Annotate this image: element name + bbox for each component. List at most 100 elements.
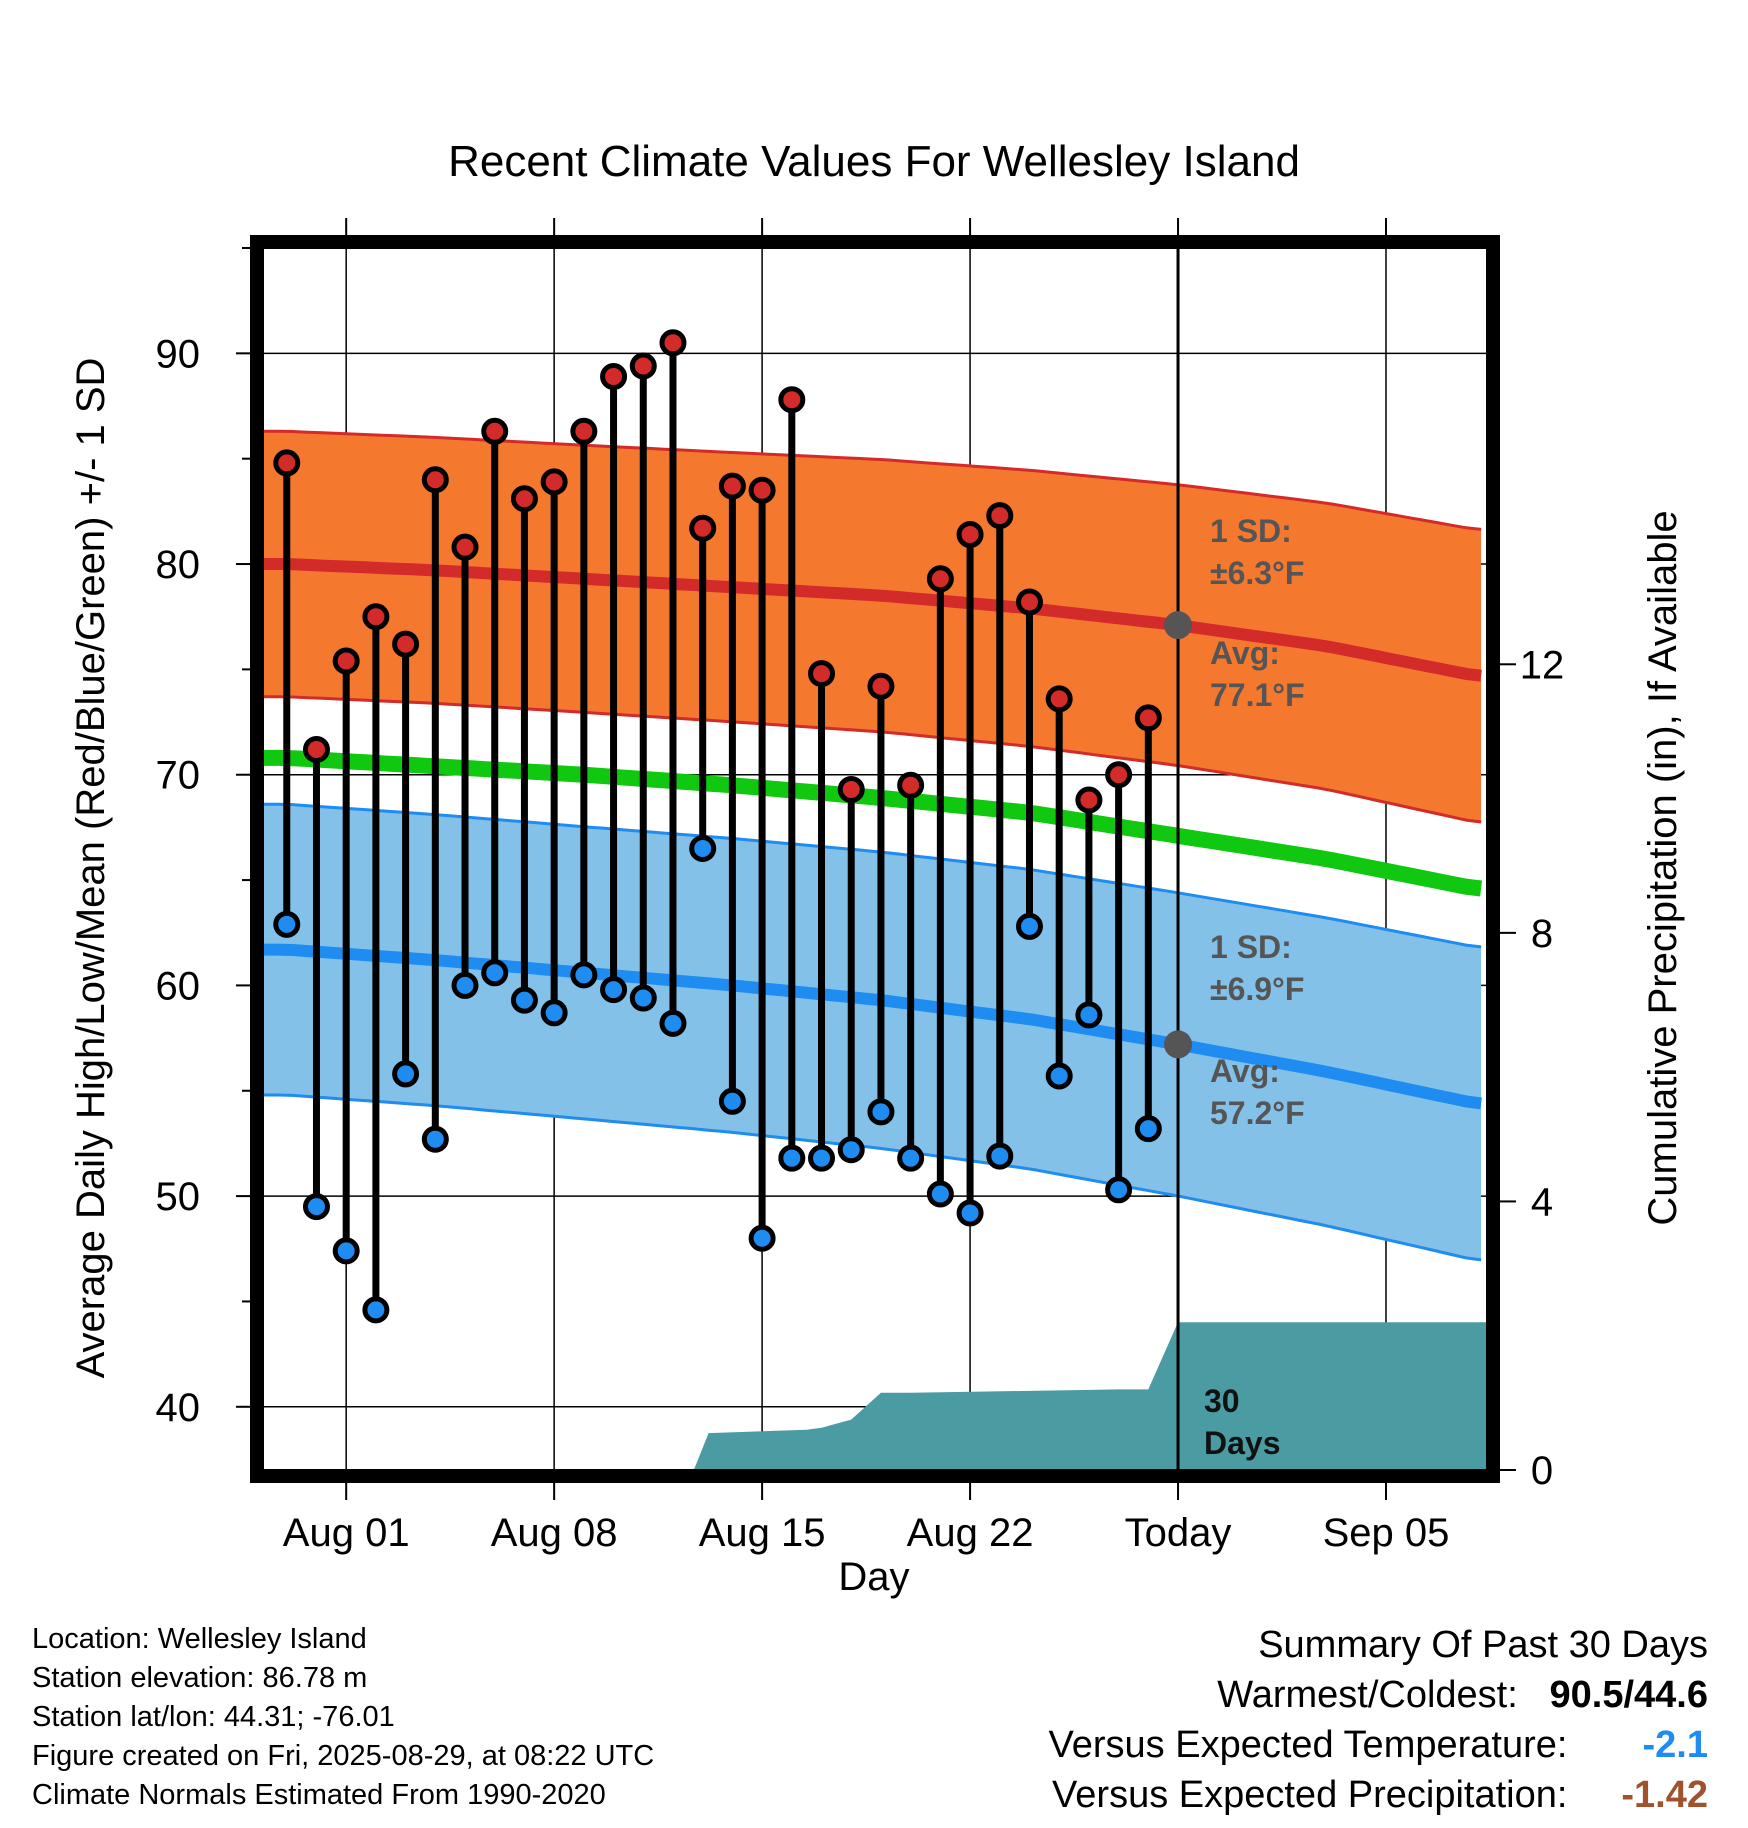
observed-low-point [1015, 912, 1043, 940]
y-tick-label: 80 [156, 543, 201, 587]
observed-temperatures [273, 329, 1162, 1324]
observed-low-point [421, 1125, 449, 1153]
observed-low-point [926, 1180, 954, 1208]
today-normal-high-marker [1164, 611, 1193, 640]
x-tick-label: Today [1125, 1511, 1232, 1555]
warmest-value: 90.5 [1549, 1674, 1624, 1716]
summary-title: Summary Of Past 30 Days [1258, 1624, 1708, 1666]
x-tick-label: Aug 22 [907, 1511, 1034, 1555]
annotations: 1 SD: ±6.3°F Avg: 77.1°F 1 SD: ±6.9°F Av… [1204, 513, 1305, 1461]
observed-low-point [362, 1296, 390, 1324]
observed-low-point [689, 834, 717, 862]
high-avg-value: 77.1°F [1210, 677, 1305, 713]
y-tick-label: 50 [156, 1175, 201, 1219]
high-sd-label: 1 SD: [1210, 513, 1292, 549]
observed-low-point [481, 959, 509, 987]
warmest-coldest-label: Warmest/Coldest: [1217, 1674, 1518, 1716]
observed-high-point [1075, 786, 1103, 814]
high-sd-value: ±6.3°F [1210, 555, 1304, 591]
precipitation-anomaly-label: Versus Expected Precipitation: [1052, 1774, 1568, 1816]
observed-high-point [273, 449, 301, 477]
observed-low-point [1045, 1062, 1073, 1090]
summary-panel: Summary Of Past 30 Days Warmest/Coldest:… [1049, 1620, 1708, 1820]
observed-high-point [629, 352, 657, 380]
observed-high-point [748, 476, 776, 504]
observed-low-point [1105, 1176, 1133, 1204]
observed-high-point [956, 521, 984, 549]
observed-high-point [481, 417, 509, 445]
observed-low-point [332, 1237, 360, 1265]
observed-high-point [689, 514, 717, 542]
observed-low-point [986, 1142, 1014, 1170]
low-avg-label: Avg: [1210, 1053, 1280, 1089]
climate-chart: Recent Climate Values For Wellesley Isla… [69, 137, 1685, 1599]
precipitation-fill [693, 1322, 1487, 1470]
observed-high-point [986, 502, 1014, 530]
observed-high-point [332, 647, 360, 675]
normals-text: Climate Normals Estimated From 1990-2020 [32, 1779, 606, 1811]
observed-high-point [302, 735, 330, 763]
today-normal-low-marker [1164, 1030, 1193, 1059]
warmest-coldest-row: Warmest/Coldest: 90.5/44.6 [1049, 1670, 1708, 1720]
observed-low-point [837, 1136, 865, 1164]
observed-high-point [778, 386, 806, 414]
observed-low-point [778, 1144, 806, 1172]
y2-tick-label: 8 [1531, 912, 1553, 956]
x-axis-label: Day [838, 1555, 909, 1599]
y2-tick-label: 4 [1531, 1180, 1553, 1224]
observed-high-point [451, 533, 479, 561]
plot-area [263, 242, 1487, 1470]
y-tick-label: 90 [156, 332, 201, 376]
y-axis-label: Average Daily High/Low/Mean (Red/Blue/Gr… [69, 358, 113, 1379]
y2-axis-ticks: 0 4 8 12 [1500, 643, 1564, 1493]
observed-low-point [510, 986, 538, 1014]
observed-low-point [659, 1009, 687, 1037]
observed-low-point [392, 1060, 420, 1088]
y-tick-label: 70 [156, 754, 201, 798]
x-tick-label: Aug 01 [283, 1511, 410, 1555]
observed-high-point [570, 417, 598, 445]
observed-low-point [451, 971, 479, 999]
precipitation-anomaly-row: Versus Expected Precipitation: -1.42 [1049, 1770, 1708, 1820]
observed-high-point [808, 660, 836, 688]
y-tick-label: 60 [156, 964, 201, 1008]
observed-high-point [897, 771, 925, 799]
observed-high-point [1045, 685, 1073, 713]
coldest-value: 44.6 [1634, 1674, 1708, 1716]
low-sd-lower-line [263, 1093, 1482, 1262]
observed-low-point [897, 1144, 925, 1172]
high-sd-upper-line [263, 429, 1482, 531]
observed-high-point [1015, 588, 1043, 616]
x-tick-label: Aug 08 [491, 1511, 618, 1555]
observed-low-point [570, 961, 598, 989]
temperature-anomaly-value: -2.1 [1642, 1724, 1708, 1766]
observed-low-point [600, 976, 628, 1004]
chart-title: Recent Climate Values For Wellesley Isla… [448, 137, 1300, 186]
observed-low-point [867, 1098, 895, 1126]
x-tick-label: Aug 15 [699, 1511, 826, 1555]
precip-days-number: 30 [1204, 1383, 1240, 1419]
low-sd-label: 1 SD: [1210, 929, 1292, 965]
observed-low-point [808, 1144, 836, 1172]
temperature-anomaly-row: Versus Expected Temperature: -2.1 [1049, 1720, 1708, 1770]
observed-high-point [600, 363, 628, 391]
observed-high-point [659, 329, 687, 357]
observed-low-point [302, 1193, 330, 1221]
observed-high-point [867, 672, 895, 700]
location-text: Location: Wellesley Island [32, 1623, 367, 1655]
station-info: Location: Wellesley Island Station eleva… [32, 1620, 654, 1815]
plot-frame [250, 235, 1500, 1483]
y2-axis-label: Cumulative Precipitation (in), If Availa… [1641, 510, 1685, 1225]
observed-low-point [629, 984, 657, 1012]
elevation-text: Station elevation: 86.78 m [32, 1662, 368, 1694]
y-axis-ticks: 40 50 60 70 80 90 [156, 247, 250, 1430]
observed-high-point [837, 775, 865, 803]
low-sd-value: ±6.9°F [1210, 971, 1304, 1007]
observed-high-point [1134, 704, 1162, 732]
created-text: Figure created on Fri, 2025-08-29, at 08… [32, 1740, 655, 1772]
observed-high-point [926, 565, 954, 593]
observed-low-point [273, 910, 301, 938]
observed-high-point [392, 630, 420, 658]
observed-high-point [362, 603, 390, 631]
observed-low-point [956, 1199, 984, 1227]
